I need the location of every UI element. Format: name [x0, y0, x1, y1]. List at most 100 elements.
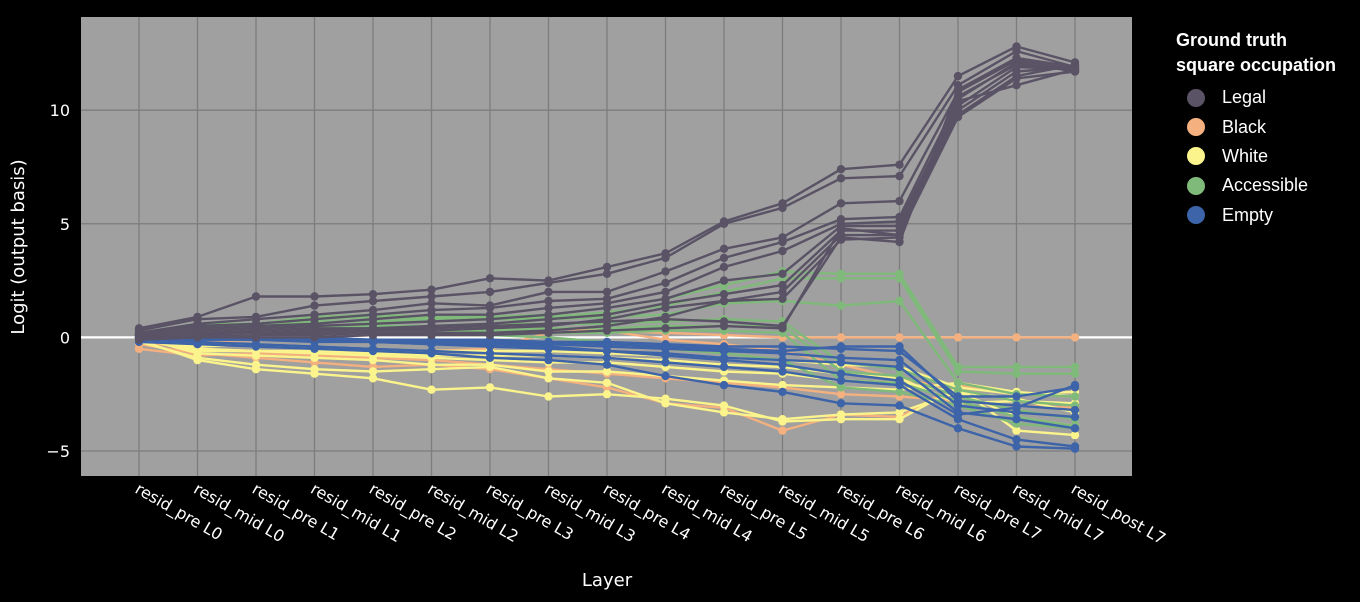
- data-point: [251, 292, 261, 301]
- data-point: [251, 342, 261, 351]
- data-point: [895, 160, 904, 169]
- y-axis-title: Logit (output basis): [8, 159, 29, 334]
- data-point: [836, 410, 846, 419]
- data-point: [836, 274, 846, 283]
- data-point: [1012, 333, 1021, 342]
- data-point: [485, 274, 495, 283]
- data-point: [953, 424, 963, 433]
- data-point: [953, 378, 963, 387]
- data-point: [485, 287, 495, 297]
- data-point: [1012, 46, 1021, 56]
- data-point: [485, 337, 495, 347]
- data-point: [1070, 333, 1080, 342]
- data-point: [427, 349, 436, 358]
- legend-label-accessible: Accessible: [1222, 175, 1309, 196]
- legend-title: Ground truth square occupation: [1176, 28, 1356, 78]
- data-point: [251, 360, 261, 369]
- data-point: [544, 296, 553, 306]
- data-point: [368, 374, 378, 383]
- data-point: [544, 367, 553, 376]
- data-point: [895, 376, 904, 385]
- x-tick-label: resid_post L7: [1068, 479, 1170, 549]
- data-point: [427, 330, 436, 340]
- data-point: [544, 303, 553, 313]
- legend-item-white[interactable]: White: [1176, 142, 1356, 171]
- data-point: [778, 346, 787, 356]
- data-point: [544, 278, 553, 288]
- data-point: [485, 353, 495, 362]
- y-tick-label: −5: [46, 442, 70, 461]
- data-point: [310, 301, 319, 310]
- data-point: [1070, 430, 1080, 440]
- data-point: [836, 399, 846, 408]
- legend-swatch-legal: [1187, 88, 1205, 107]
- data-point: [778, 360, 787, 369]
- data-point: [953, 396, 963, 406]
- y-tick-label: 5: [60, 215, 70, 234]
- data-point: [368, 367, 378, 376]
- data-point: [427, 385, 436, 394]
- data-point: [1012, 392, 1021, 401]
- data-point: [778, 367, 787, 376]
- legend-item-legal[interactable]: Legal: [1176, 83, 1356, 112]
- data-point: [661, 303, 670, 313]
- data-point: [778, 280, 787, 290]
- data-point: [602, 326, 612, 335]
- data-point: [1012, 53, 1021, 63]
- y-tick-label: 0: [60, 328, 70, 347]
- data-point: [836, 333, 846, 342]
- data-point: [661, 287, 670, 297]
- data-point: [953, 112, 963, 122]
- data-point: [427, 360, 436, 369]
- data-point: [544, 374, 553, 383]
- legend-swatch-black: [1187, 118, 1205, 137]
- legend-swatch-empty: [1187, 206, 1205, 225]
- legend-list: Legal Black White Accessible Empty: [1176, 83, 1356, 230]
- series-legal-34: [134, 60, 1080, 342]
- y-tick-label: 10: [50, 101, 70, 120]
- legend-item-empty[interactable]: Empty: [1176, 201, 1356, 230]
- legend-title-line-1: Ground truth: [1176, 30, 1287, 50]
- data-point: [778, 269, 787, 278]
- series-layer: [134, 42, 1080, 453]
- legend-item-black[interactable]: Black: [1176, 112, 1356, 141]
- data-point: [719, 276, 729, 285]
- series-empty-21: [134, 337, 1080, 453]
- data-point: [895, 415, 904, 424]
- data-point: [778, 287, 787, 297]
- data-point: [719, 262, 729, 272]
- data-point: [1012, 426, 1021, 435]
- data-point: [368, 290, 378, 299]
- data-point: [310, 292, 319, 301]
- data-point: [836, 165, 846, 174]
- data-point: [719, 219, 729, 228]
- data-point: [719, 380, 729, 390]
- data-point: [836, 233, 846, 242]
- data-point: [953, 410, 963, 419]
- data-point: [368, 346, 378, 356]
- data-point: [778, 294, 787, 303]
- legend-label-black: Black: [1222, 116, 1267, 137]
- data-point: [778, 426, 787, 435]
- data-point: [836, 342, 846, 351]
- data-point: [427, 299, 436, 308]
- data-point: [778, 387, 787, 397]
- data-point: [602, 360, 612, 369]
- data-point: [661, 371, 670, 381]
- data-point: [544, 287, 553, 297]
- legend-item-accessible[interactable]: Accessible: [1176, 171, 1356, 200]
- data-point: [1070, 405, 1080, 415]
- data-point: [602, 303, 612, 313]
- data-point: [661, 399, 670, 408]
- data-point: [661, 253, 670, 263]
- data-point: [1070, 65, 1080, 74]
- data-point: [719, 408, 729, 417]
- data-point: [485, 321, 495, 331]
- data-point: [251, 333, 261, 342]
- data-point: [485, 303, 495, 313]
- data-point: [953, 333, 963, 342]
- data-point: [836, 174, 846, 183]
- data-point: [719, 344, 729, 353]
- data-point: [895, 296, 904, 306]
- data-point: [895, 355, 904, 365]
